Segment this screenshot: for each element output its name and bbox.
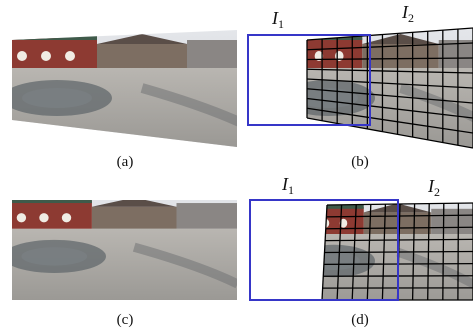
caption: (d) bbox=[351, 312, 369, 328]
panel-b: I1 I2 (b) bbox=[248, 2, 473, 170]
image-label: I1 bbox=[281, 174, 294, 197]
caption: (a) bbox=[117, 154, 134, 170]
caption: (b) bbox=[351, 154, 369, 170]
figure: (a) I1 I2 (b) (c) I1 I2 (d) bbox=[0, 0, 473, 332]
caption: (c) bbox=[117, 312, 134, 328]
image-label: I2 bbox=[427, 176, 440, 199]
image-label: I1 bbox=[271, 8, 284, 31]
image-label: I2 bbox=[401, 2, 414, 25]
panel-d: I1 I2 (d) bbox=[250, 174, 473, 328]
panel-c: (c) bbox=[3, 192, 238, 328]
panel-a: (a) bbox=[2, 28, 252, 170]
